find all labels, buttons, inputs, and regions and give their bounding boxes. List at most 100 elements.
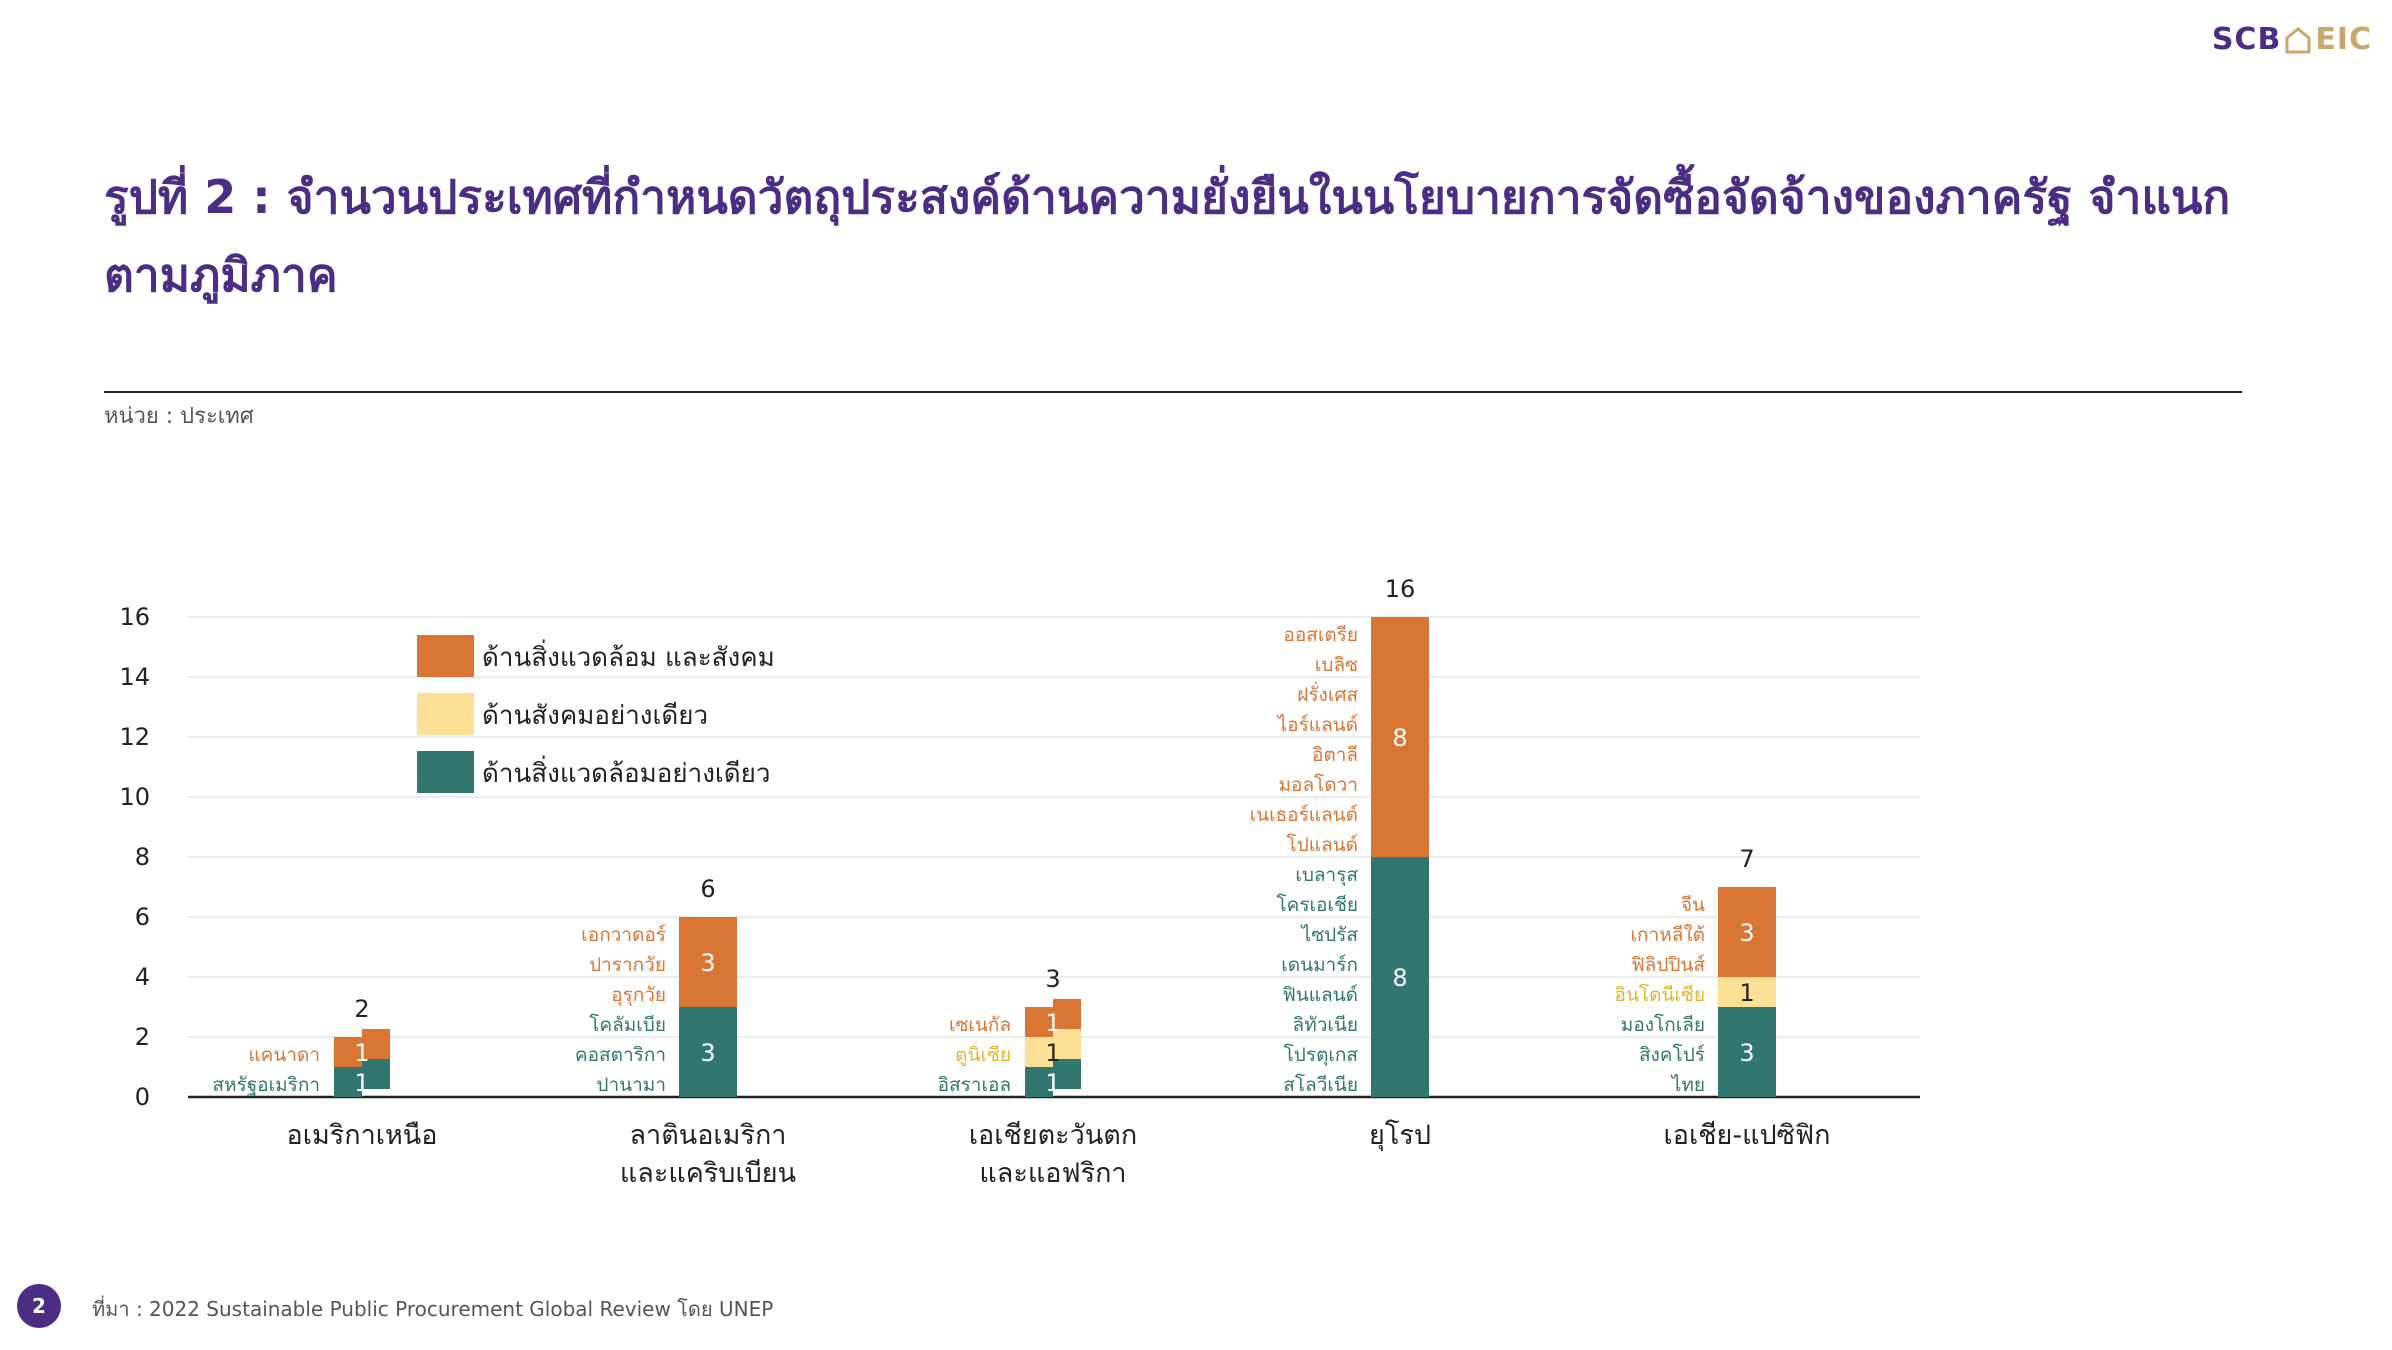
country-label: โคลัมเบีย [589, 1013, 666, 1036]
bar-segment [1371, 857, 1429, 1097]
country-label: ไซปรัส [1300, 924, 1359, 946]
legend-label: ด้านสิ่งแวดล้อมอย่างเดียว [482, 755, 771, 789]
x-category-label: ลาตินอเมริกา [630, 1120, 787, 1151]
segment-value-label: 1 [1045, 1039, 1060, 1067]
source-note: ที่มา : 2022 Sustainable Public Procurem… [92, 1297, 774, 1321]
bar-total-label: 16 [1385, 575, 1416, 603]
segment-value-label: 3 [1739, 1039, 1754, 1067]
bar-segment [1025, 1037, 1053, 1067]
house-icon [2285, 26, 2311, 53]
bar-segment [334, 1067, 362, 1097]
country-label: แคนาดา [248, 1044, 320, 1066]
country-label: เนเธอร์แลนด์ [1250, 804, 1358, 826]
x-category-label: และแอฟริกา [979, 1158, 1126, 1189]
segment-value-label: 1 [1045, 1069, 1060, 1097]
country-label: ไอร์แลนด์ [1276, 714, 1358, 736]
country-label: ออสเตรีย [1283, 624, 1358, 646]
bar-segment [334, 1037, 362, 1067]
legend-label: ด้านสังคมอย่างเดียว [482, 701, 708, 731]
country-label: มองโกเลีย [1621, 1013, 1705, 1036]
x-category-label: เอเชีย-แปซิฟิก [1664, 1120, 1831, 1151]
segment-value-label: 1 [1739, 979, 1754, 1007]
country-label: ลิทัวเนีย [1293, 1014, 1358, 1036]
y-tick-label: 4 [135, 963, 150, 991]
segment-value-label: 3 [700, 949, 715, 977]
country-label: เซเนกัล [949, 1014, 1011, 1036]
bar-segment [1371, 617, 1429, 857]
country-label: อินโดนีเซีย [1615, 983, 1705, 1006]
y-tick-label: 2 [135, 1023, 150, 1051]
x-category-label: เอเชียตะวันตก [969, 1120, 1137, 1151]
y-tick-label: 14 [119, 663, 150, 691]
bar-segment [1053, 999, 1081, 1029]
bar-segment [1718, 977, 1776, 1007]
country-label: ฝรั่งเศส [1297, 681, 1358, 706]
bar-segment [362, 1029, 390, 1059]
country-label: เกาหลีใต้ [1631, 924, 1705, 946]
country-label: เดนมาร์ก [1281, 954, 1358, 976]
country-label: ฟิลิปปินส์ [1631, 954, 1705, 976]
y-tick-label: 12 [119, 723, 150, 751]
segment-value-label: 3 [1739, 919, 1754, 947]
country-label: อิสราเอล [938, 1074, 1011, 1096]
x-category-label: และแคริบเบียน [620, 1158, 796, 1189]
country-label: สิงคโปร์ [1639, 1043, 1705, 1066]
country-label: โปแลนด์ [1287, 833, 1358, 856]
logo-text-scb: SCB [2211, 22, 2282, 57]
unit-label: หน่วย : ประเทศ [104, 404, 254, 429]
y-tick-label: 8 [135, 843, 150, 871]
bar-segment [1718, 1007, 1776, 1097]
country-label: สโลวีเนีย [1283, 1073, 1358, 1096]
segment-value-label: 8 [1392, 964, 1407, 992]
y-tick-label: 6 [135, 903, 150, 931]
country-label: คอสตาริกา [575, 1044, 666, 1066]
segment-value-label: 1 [354, 1039, 369, 1067]
legend-swatch [417, 693, 474, 735]
country-label: อิตาลี [1312, 744, 1358, 766]
segment-value-label: 1 [354, 1069, 369, 1097]
bar-segment [1053, 1059, 1081, 1089]
bar-segment [1053, 1029, 1081, 1059]
country-label: ฟินแลนด์ [1282, 984, 1358, 1006]
y-tick-label: 0 [135, 1083, 150, 1111]
bar-segment [679, 1007, 737, 1097]
country-label: เบลารุส [1295, 864, 1358, 887]
bar-total-label: 7 [1739, 845, 1754, 873]
title-divider [104, 391, 2242, 393]
x-category-label: อเมริกาเหนือ [287, 1120, 438, 1151]
bar-segment [679, 917, 737, 1007]
segment-value-label: 3 [700, 1039, 715, 1067]
logo: SCB EIC [2212, 22, 2372, 57]
country-label: สหรัฐอเมริกา [212, 1074, 320, 1096]
page-title: รูปที่ 2 : จำนวนประเทศที่กำหนดวัตถุประสง… [104, 170, 2231, 302]
legend-label: ด้านสิ่งแวดล้อม และสังคม [482, 639, 775, 673]
y-tick-label: 10 [119, 783, 150, 811]
legend-swatch [417, 751, 474, 793]
country-label: อุรุกวัย [611, 984, 666, 1007]
segment-value-label: 1 [1045, 1009, 1060, 1037]
bar-total-label: 2 [354, 995, 369, 1023]
country-label: เบลิซ [1315, 654, 1358, 676]
country-label: ตูนิเซีย [955, 1044, 1011, 1066]
bar-segment [1025, 1007, 1053, 1037]
country-label: โปรตุเกส [1284, 1043, 1359, 1067]
country-label: มอลโดวา [1279, 773, 1358, 796]
country-label: โครเอเชีย [1276, 893, 1358, 916]
segment-value-label: 8 [1392, 724, 1407, 752]
legend-swatch [417, 635, 474, 677]
country-label: เอกวาดอร์ [581, 924, 666, 946]
bar-segment [1718, 887, 1776, 977]
country-label: ปารากวัย [589, 954, 666, 976]
country-label: จีน [1681, 894, 1705, 916]
x-category-label: ยุโรป [1369, 1120, 1431, 1152]
page-number: 2 [17, 1284, 61, 1328]
bar-total-label: 3 [1045, 965, 1060, 993]
bar-total-label: 6 [700, 875, 715, 903]
bar-segment [362, 1059, 390, 1089]
bar-segment [1025, 1067, 1053, 1097]
country-label: ไทย [1670, 1074, 1705, 1096]
logo-text-eic: EIC [2315, 22, 2372, 57]
y-tick-label: 16 [119, 603, 150, 631]
country-label: ปานามา [596, 1074, 666, 1096]
